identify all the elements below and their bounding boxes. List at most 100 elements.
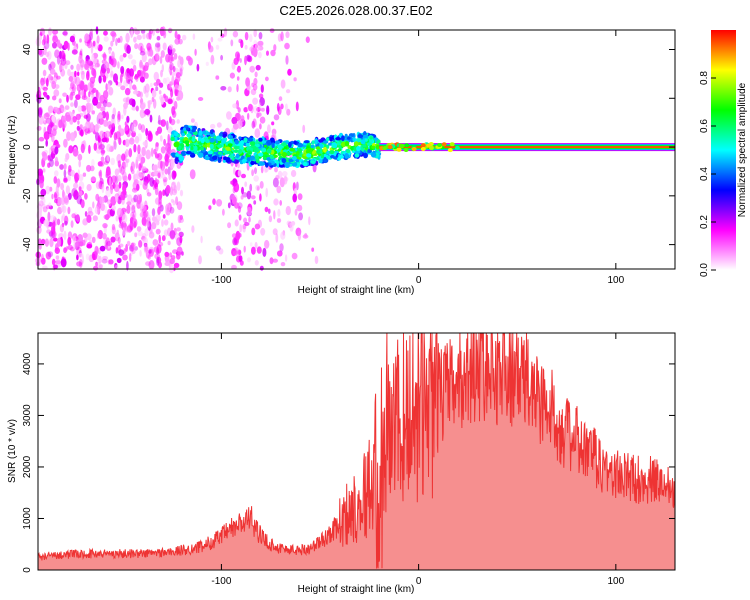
spectrogram-noise-cell	[74, 241, 80, 251]
spectrogram-noise-cell	[275, 174, 280, 180]
spectrogram-noise-cell	[105, 72, 109, 79]
spectrogram-noise-cell	[272, 177, 279, 188]
spectrogram-signal-cell	[356, 145, 361, 152]
spectrogram-noise-cell	[70, 64, 74, 70]
spectrogram-noise-cell	[97, 92, 101, 101]
spectrogram-noise-cell	[251, 246, 256, 255]
spectrogram-noise-cell	[148, 231, 155, 239]
spectrogram-signal-cell	[186, 133, 192, 138]
spectrogram-noise-cell	[178, 38, 183, 45]
spectrogram-noise-cell	[86, 70, 90, 81]
spectrogram-signal-cell	[363, 152, 368, 159]
spectrogram-noise-cell	[260, 165, 264, 174]
spectrogram-noise-cell	[118, 243, 124, 248]
spectrogram-noise-cell	[305, 36, 310, 43]
spectrogram-noise-cell	[255, 64, 261, 71]
spectrogram-noise-cell	[84, 193, 88, 200]
spectrogram-noise-cell	[51, 193, 54, 200]
spectrogram-noise-cell	[275, 233, 279, 243]
spectrogram-noise-cell	[76, 125, 80, 131]
spectrogram-noise-cell	[173, 170, 177, 179]
spectrogram-noise-cell	[80, 199, 85, 209]
spectrogram-noise-cell	[96, 35, 100, 44]
spectrogram-noise-cell	[156, 256, 160, 266]
spectrogram-noise-cell	[163, 138, 167, 146]
spectrogram-noise-cell	[66, 131, 71, 142]
spectrogram-signal-cell	[428, 145, 434, 150]
spectrogram-noise-cell	[130, 28, 134, 38]
spectrogram-noise-cell	[125, 149, 129, 158]
spectrogram-noise-cell	[259, 97, 265, 107]
spectrogram-noise-cell	[117, 160, 121, 168]
spectrogram-noise-cell	[155, 52, 159, 61]
spectrogram-noise-cell	[163, 179, 167, 187]
spectrogram-noise-cell	[286, 108, 291, 116]
spectrogram-noise-cell	[256, 246, 262, 254]
spectrogram-noise-cell	[131, 248, 136, 255]
spectrogram-noise-cell	[302, 124, 306, 134]
spectrogram-noise-cell	[205, 61, 209, 66]
spectrogram-noise-cell	[99, 130, 105, 139]
spectrogram-noise-cell	[236, 84, 239, 93]
spectrogram-noise-cell	[169, 206, 175, 214]
spectrogram-noise-cell	[176, 119, 180, 124]
spectrogram-noise-cell	[72, 235, 77, 244]
spectrogram-noise-cell	[67, 42, 70, 51]
spectrogram-noise-cell	[47, 155, 50, 161]
snr-ylabel: SNR (10 * v/v)	[7, 419, 18, 483]
spectrogram-noise-cell	[103, 224, 107, 235]
spectrogram-noise-cell	[105, 111, 110, 121]
spectrogram-signal-cell	[310, 160, 316, 164]
spectrogram-noise-cell	[145, 90, 149, 98]
spectrogram-noise-cell	[129, 80, 132, 91]
spectrogram-noise-cell	[272, 258, 279, 263]
spectrogram-signal-cell	[182, 127, 186, 131]
spectrogram-noise-cell	[89, 76, 96, 84]
spectrogram-noise-cell	[134, 246, 139, 251]
spectrogram-noise-cell	[167, 166, 171, 176]
spectrogram-noise-cell	[75, 113, 82, 121]
spectrogram-noise-cell	[52, 42, 57, 49]
spectrogram-noise-cell	[140, 29, 146, 34]
spectrogram-noise-cell	[114, 262, 118, 269]
spectrogram-noise-cell	[159, 94, 164, 101]
spectrogram-noise-cell	[54, 170, 59, 177]
spectrogram-noise-cell	[86, 214, 92, 223]
spectrogram-noise-cell	[253, 77, 258, 86]
snr-xtick-label: 100	[607, 576, 624, 587]
spectrogram-noise-cell	[100, 67, 106, 78]
spectrogram-noise-cell	[41, 197, 46, 206]
spectrogram-signal-cell	[356, 137, 362, 142]
spectrogram-ytick-label: -20	[22, 188, 33, 203]
spectrogram-noise-cell	[48, 63, 52, 71]
spectrogram-noise-cell	[284, 254, 288, 262]
spectrogram-noise-cell	[69, 93, 73, 101]
colorbar: 0.0 0.2 0.4 0.6 0.8 Normalized spectral ampl…	[699, 30, 748, 277]
spectrogram-signal-cell	[338, 148, 342, 152]
spectrogram-noise-cell	[246, 190, 252, 200]
spectrogram-noise-cell	[89, 28, 93, 37]
spectrogram-signal-cell	[265, 162, 269, 168]
spectrogram-noise-cell	[133, 143, 137, 153]
spectrogram-signal-cell	[263, 144, 268, 148]
spectrogram-noise-cell	[58, 233, 64, 239]
spectrogram-noise-cell	[111, 175, 117, 184]
spectrogram-signal-cell	[320, 153, 325, 159]
spectrogram-noise-cell	[172, 48, 176, 53]
spectrogram-signal-cell	[315, 146, 321, 150]
spectrogram-noise-cell	[163, 93, 166, 99]
spectrogram-noise-cell	[168, 44, 174, 50]
spectrogram-noise-cell	[156, 126, 163, 134]
spectrogram-cells	[35, 26, 675, 274]
spectrogram-noise-cell	[173, 100, 178, 110]
spectrogram-noise-cell	[51, 115, 56, 123]
spectrogram-noise-cell	[106, 241, 113, 247]
spectrogram-noise-cell	[160, 50, 165, 58]
spectrogram-noise-cell	[126, 225, 133, 233]
spectrogram-noise-cell	[132, 213, 135, 220]
spectrogram-noise-cell	[165, 184, 171, 195]
spectrogram-signal-cell	[217, 151, 222, 155]
spectrogram-noise-cell	[268, 215, 273, 223]
spectrogram-noise-cell	[230, 180, 234, 185]
spectrogram-noise-cell	[166, 207, 170, 213]
